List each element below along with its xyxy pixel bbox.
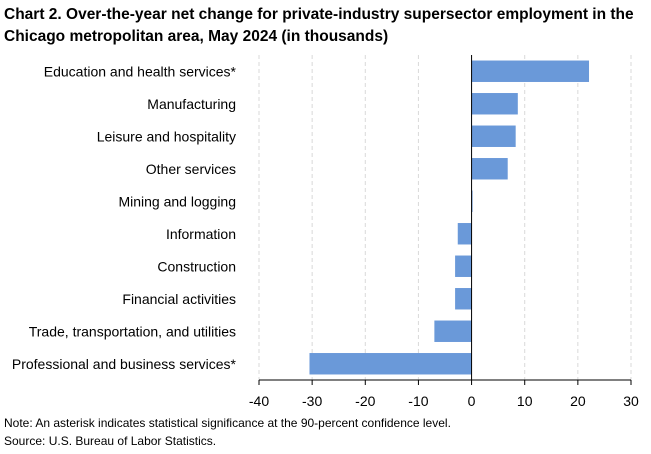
bars [309, 60, 590, 375]
bar-other-services [471, 158, 508, 180]
tick-labels: -40 -30 -20 -10 0 10 20 30 [249, 393, 639, 409]
x-tick-label: -40 [249, 393, 269, 409]
chart-title: Chart 2. Over-the-year net change for pr… [4, 6, 634, 45]
source-note: Source: U.S. Bureau of Labor Statistics. [4, 434, 217, 448]
x-tick-label: 20 [570, 393, 586, 409]
bar-leisure-and-hospitality [471, 125, 516, 147]
category-label-other-services: Other services [146, 161, 236, 177]
category-labels: Education and health services* Manufactur… [12, 63, 237, 372]
bar-information [457, 223, 472, 245]
bar-construction [455, 255, 472, 277]
x-tick-label: 10 [517, 393, 533, 409]
x-tick-label: -20 [355, 393, 375, 409]
category-label-professional-and-business-services: Professional and business services* [12, 356, 237, 372]
x-tick-label: 0 [468, 393, 476, 409]
category-label-construction: Construction [157, 258, 236, 274]
footnote: Note: An asterisk indicates statistical … [4, 416, 451, 430]
bar-financial-activities [455, 288, 472, 310]
x-tick-label: 30 [623, 393, 639, 409]
x-tick-label: -30 [302, 393, 322, 409]
category-label-financial-activities: Financial activities [122, 291, 236, 307]
x-tick-label: -10 [408, 393, 428, 409]
bar-education-and-health-services [471, 60, 590, 82]
bar-manufacturing [471, 93, 518, 115]
category-label-leisure-and-hospitality: Leisure and hospitality [97, 128, 236, 144]
category-label-mining-and-logging: Mining and logging [118, 193, 236, 209]
grid-lines [258, 55, 632, 380]
category-label-trade-transportation-and-utilities: Trade, transportation, and utilities [29, 323, 236, 339]
bar-trade-transportation-and-utilities [434, 320, 472, 342]
category-label-education-and-health-services: Education and health services* [44, 63, 237, 79]
category-label-information: Information [166, 226, 236, 242]
category-label-manufacturing: Manufacturing [147, 96, 236, 112]
bar-professional-and-business-services [309, 353, 472, 375]
axes [258, 55, 632, 385]
